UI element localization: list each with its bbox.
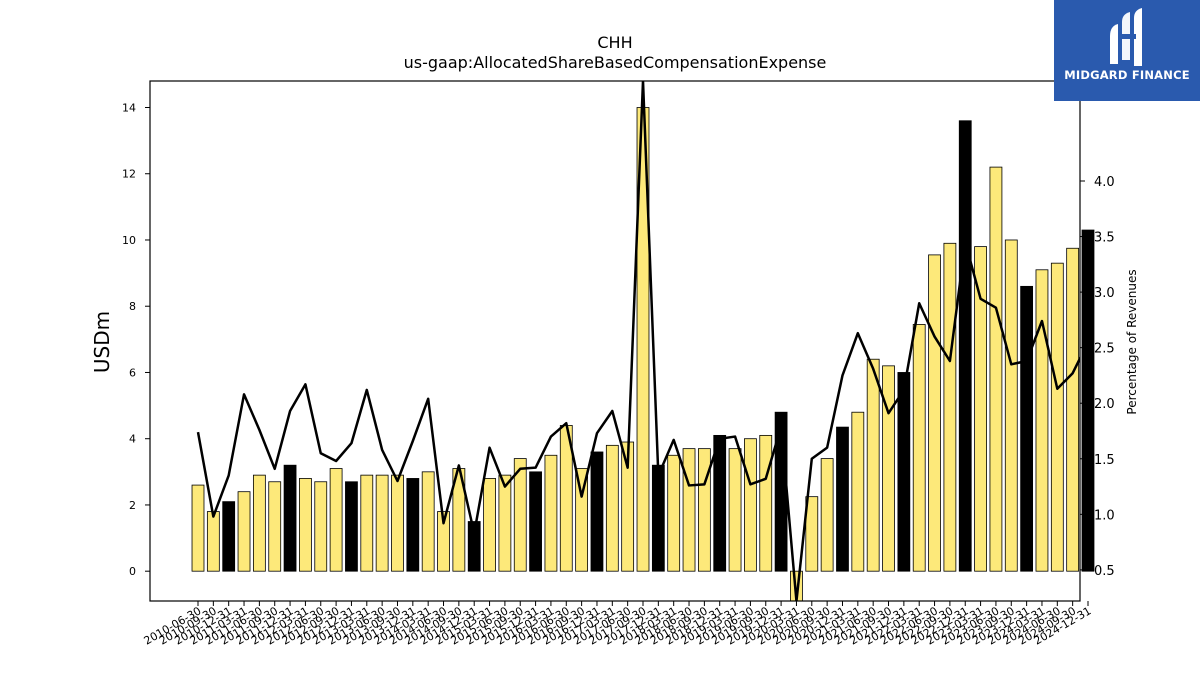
bar — [1035, 269, 1049, 572]
bar — [1066, 247, 1080, 572]
x-axis: 2010-06-302010-09-302010-12-312011-03-31… — [142, 601, 1094, 648]
bar — [958, 120, 972, 572]
bar — [437, 511, 450, 572]
bar — [299, 478, 312, 572]
y-tick-label: 0 — [129, 565, 136, 578]
bar — [544, 454, 558, 572]
bar — [222, 501, 236, 572]
bar — [605, 444, 619, 572]
bar — [513, 458, 527, 572]
bar — [421, 471, 435, 572]
bar — [866, 358, 880, 572]
y2-tick-label: 2.0 — [1094, 397, 1115, 412]
y-axis-left: 0 2 4 6 8 10 12 14 — [122, 101, 150, 578]
bar — [483, 478, 496, 572]
bar — [252, 474, 266, 572]
bar — [314, 481, 328, 572]
revenue-percentage-line — [196, 81, 1080, 601]
y2-tick-label: 0.5 — [1094, 564, 1115, 579]
bar — [728, 448, 742, 572]
bar — [191, 484, 205, 572]
bar — [1004, 239, 1018, 572]
bar — [820, 458, 834, 572]
y2-tick-label: 4.0 — [1094, 175, 1115, 190]
y2-tick-label: 3.0 — [1094, 286, 1115, 301]
bar — [1020, 285, 1034, 572]
bar — [406, 478, 420, 572]
bar-series — [191, 107, 1095, 602]
chart-subtitle: us-gaap:AllocatedShareBasedCompensationE… — [404, 53, 827, 72]
bar — [897, 372, 911, 572]
bar — [713, 434, 727, 572]
bar — [851, 411, 865, 572]
bar — [682, 448, 696, 572]
y2-tick-label: 3.5 — [1094, 231, 1115, 246]
bar — [651, 464, 665, 572]
y-tick-label: 6 — [129, 366, 136, 379]
bar — [744, 438, 757, 572]
chart-title: CHH — [597, 33, 632, 52]
bar — [467, 521, 481, 572]
y-tick-label: 10 — [122, 234, 136, 247]
y-tick-label: 2 — [129, 499, 136, 512]
y-axis-label: USDm — [90, 311, 114, 373]
bar — [759, 434, 773, 572]
logo-text: MIDGARD FINANCE — [1064, 68, 1190, 82]
y-tick-label: 12 — [122, 168, 136, 181]
bar — [912, 324, 926, 572]
y2-tick-label: 1.5 — [1094, 453, 1115, 468]
bar — [667, 454, 681, 572]
plot-frame — [149, 80, 1081, 602]
midgard-logo-icon — [1110, 8, 1142, 66]
bar — [805, 496, 819, 572]
y-tick-label: 8 — [129, 300, 136, 313]
bar — [989, 166, 1003, 572]
bar — [498, 474, 512, 572]
bar — [345, 481, 358, 572]
brand-logo: MIDGARD FINANCE — [1054, 0, 1200, 101]
bar — [268, 481, 282, 572]
bar — [1050, 262, 1064, 572]
bar — [375, 474, 389, 572]
bar — [575, 468, 589, 572]
bar — [529, 471, 542, 572]
y-tick-label: 14 — [122, 101, 136, 114]
line-series — [196, 81, 1080, 601]
bar — [360, 474, 374, 572]
bar — [697, 448, 711, 572]
y-axis-right: 0.5 1.0 1.5 2.0 2.5 3.0 3.5 4.0 — [1080, 175, 1115, 579]
bar — [943, 242, 957, 572]
bar — [237, 491, 251, 572]
bar — [974, 246, 987, 572]
bar — [329, 468, 343, 572]
y2-tick-label: 2.5 — [1094, 342, 1115, 357]
bar — [882, 365, 895, 572]
y2-axis-label: Percentage of Revenues — [1125, 269, 1139, 414]
bar — [283, 464, 297, 572]
bar — [928, 254, 941, 572]
bar — [590, 451, 604, 572]
bar — [836, 426, 849, 572]
y-tick-label: 4 — [129, 433, 136, 446]
bar — [391, 474, 404, 572]
bar — [1081, 229, 1095, 572]
bar — [206, 511, 220, 572]
y2-tick-label: 1.0 — [1094, 508, 1115, 523]
